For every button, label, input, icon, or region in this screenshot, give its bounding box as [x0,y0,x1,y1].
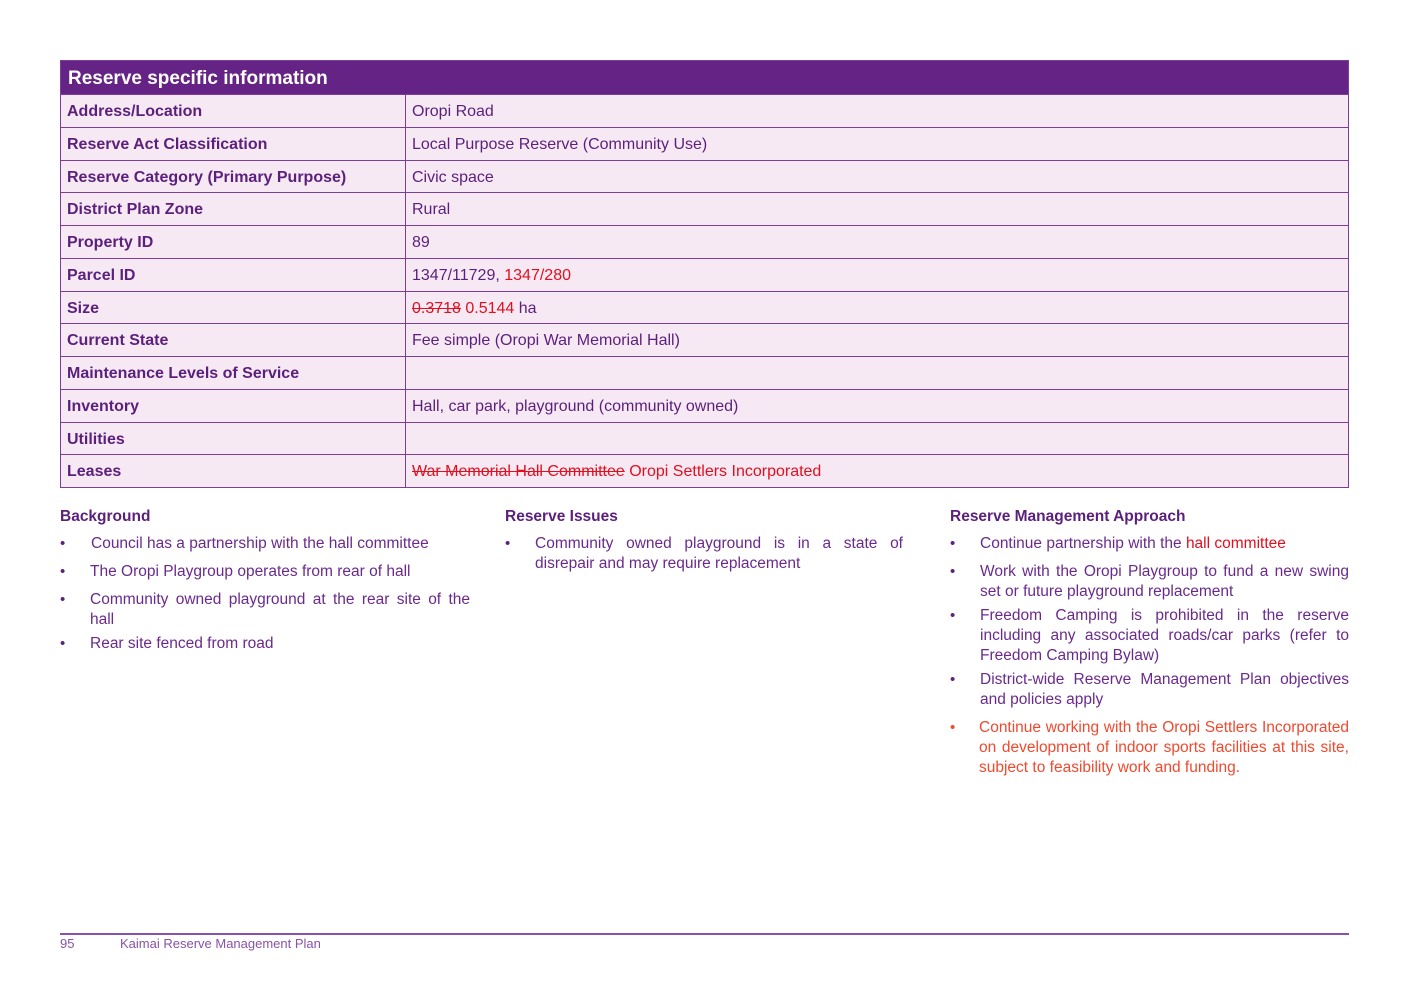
row-value: 89 [412,234,430,251]
row-label: District Plan Zone [61,193,406,225]
hall-committee-added: hall committee [1185,535,1286,552]
row-value: Hall, car park, playground (community ow… [412,397,739,415]
list-item: • Community owned playground is in a stat… [505,535,903,572]
bullet-icon: • [950,535,956,552]
leases-added: Oropi Settlers Incorporated [629,463,822,481]
list-item: • Continue partnership with the hall comm… [950,535,1286,552]
bullet-icon: • [60,563,66,580]
table-row: Size 0.3718 0.5144 ha [61,290,1348,324]
row-value: Oropi Road [412,103,494,120]
document-title: Kaimai Reserve Management Plan [120,936,321,951]
table-row: Parcel ID 1347/11729, 1347/280 [61,257,1348,291]
row-value: Local Purpose Reserve (Community Use) [412,135,708,153]
row-value: 0.3718 0.5144 ha [406,292,1348,324]
approach-section: Reserve Management Approach • Continue pa… [950,506,1349,786]
table-row: Reserve Act Classification Local Purpose… [61,126,1348,160]
row-label: Size [61,291,406,324]
row-label: Parcel ID [61,258,406,291]
table-title: Reserve specific information [61,61,1348,94]
table-row: Address/Location Oropi Road [61,94,1348,127]
row-value: 1347/11729, 1347/280 [406,259,1348,291]
row-value: War Memorial Hall Committee Oropi Settle… [406,455,1348,487]
leases-struck: War Memorial Hall Committee [412,463,625,481]
row-value [406,357,1348,389]
footer-divider [60,933,1349,935]
row-label: Reserve Category (Primary Purpose) [61,160,406,193]
list-item: • Community owned playground at the rear … [60,591,470,628]
list-item: • District-wide Reserve Management Plan o… [950,671,1349,708]
parcel-id-added: 1347/280 [504,266,571,284]
row-label: Inventory [61,389,406,422]
row-label: Maintenance Levels of Service [61,357,406,389]
background-heading: Background [60,508,151,525]
page-number: 95 [60,936,75,951]
list-item: • Work with the Oropi Playgroup to fund a… [950,563,1349,600]
row-label: Current State [61,324,406,356]
table-row: Property ID 89 [61,225,1348,258]
row-label: Utilities [61,422,406,455]
approach-heading: Reserve Management Approach [950,508,1186,525]
row-value: Civic space [412,168,494,186]
row-value: Rural [412,201,451,219]
bullet-icon: • [950,563,956,580]
table-row: Maintenance Levels of Service [61,356,1348,389]
list-item: • Freedom Camping is prohibited in the re… [950,607,1349,664]
table-row: Current State Fee simple (Oropi War Memo… [61,323,1348,356]
bullet-icon: • [950,719,956,736]
bullet-icon: • [950,607,956,624]
size-added: 0.5144 [465,299,515,317]
row-value: Fee simple (Oropi War Memorial Hall) [412,332,680,350]
issues-section: Reserve Issues • Community owned playgrou… [505,506,903,582]
list-item-added: • Continue working with the Oropi Settler… [950,719,1349,776]
background-section: Background • Council has a partnership wi… [60,506,470,662]
row-label: Leases [61,455,406,487]
list-item: • The Oropi Playgroup operates from rear … [60,563,411,580]
row-label: Address/Location [61,95,406,127]
bullet-icon: • [60,535,66,552]
table-row: Reserve Category (Primary Purpose) Civic… [61,159,1348,193]
parcel-id-value: 1347/11729, [412,266,500,284]
table-row: Utilities [61,421,1348,455]
size-struck: 0.3718 [412,299,461,317]
size-unit: ha [518,299,537,317]
bullet-icon: • [505,535,511,552]
bullet-icon: • [60,591,66,608]
row-label: Reserve Act Classification [61,127,406,160]
list-item: • Rear site fenced from road [60,635,274,652]
row-value [406,423,1348,455]
table-row: Inventory Hall, car park, playground (co… [61,388,1348,422]
row-label: Property ID [61,226,406,258]
table-row: Leases War Memorial Hall Committee Oropi… [61,454,1348,487]
issues-heading: Reserve Issues [505,508,618,525]
bullet-icon: • [60,635,66,652]
reserve-info-table: Reserve specific information Address/Loc… [60,60,1349,488]
list-item: • Council has a partnership with the hall… [60,535,429,552]
table-row: District Plan Zone Rural [61,192,1348,225]
bullet-icon: • [950,671,956,688]
